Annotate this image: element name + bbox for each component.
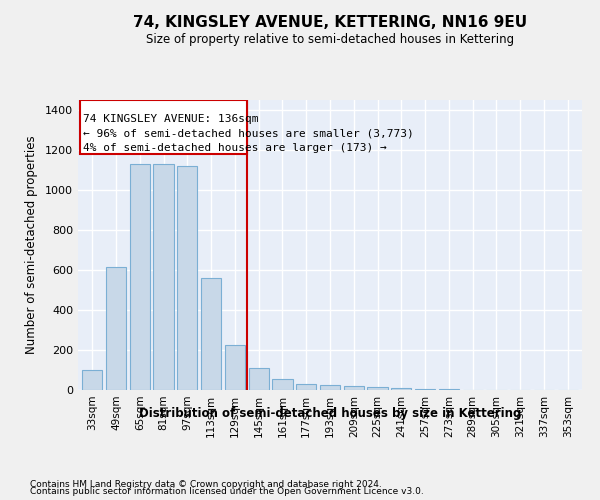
- Bar: [320, 385, 340, 390]
- Bar: [225, 345, 245, 390]
- Bar: [296, 384, 316, 390]
- Bar: [130, 164, 150, 390]
- Bar: [344, 386, 364, 390]
- Bar: [415, 389, 435, 390]
- Text: 74 KINGSLEY AVENUE: 136sqm: 74 KINGSLEY AVENUE: 136sqm: [83, 114, 258, 124]
- Bar: [82, 370, 103, 390]
- Bar: [391, 388, 412, 390]
- Bar: [154, 164, 173, 390]
- Bar: [201, 278, 221, 390]
- Text: 4% of semi-detached houses are larger (173) →: 4% of semi-detached houses are larger (1…: [83, 143, 386, 153]
- Text: Contains HM Land Registry data © Crown copyright and database right 2024.: Contains HM Land Registry data © Crown c…: [30, 480, 382, 489]
- Text: 74, KINGSLEY AVENUE, KETTERING, NN16 9EU: 74, KINGSLEY AVENUE, KETTERING, NN16 9EU: [133, 15, 527, 30]
- Bar: [177, 166, 197, 390]
- Bar: [248, 368, 269, 390]
- Bar: [367, 387, 388, 390]
- Text: ← 96% of semi-detached houses are smaller (3,773): ← 96% of semi-detached houses are smalle…: [83, 128, 413, 138]
- Text: Size of property relative to semi-detached houses in Kettering: Size of property relative to semi-detach…: [146, 32, 514, 46]
- Y-axis label: Number of semi-detached properties: Number of semi-detached properties: [25, 136, 38, 354]
- Text: Distribution of semi-detached houses by size in Kettering: Distribution of semi-detached houses by …: [139, 408, 521, 420]
- Bar: [106, 267, 126, 390]
- Text: Contains public sector information licensed under the Open Government Licence v3: Contains public sector information licen…: [30, 488, 424, 496]
- FancyBboxPatch shape: [80, 100, 247, 154]
- Bar: [272, 379, 293, 390]
